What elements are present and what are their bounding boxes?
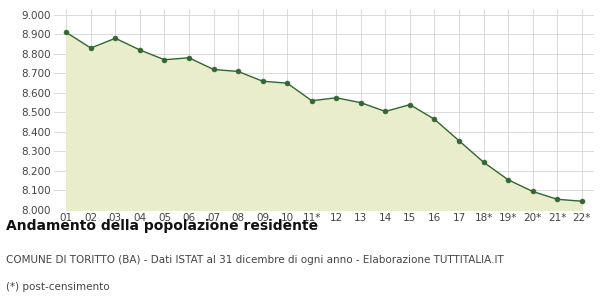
Point [233, 69, 243, 74]
Point [430, 117, 439, 122]
Point [577, 199, 587, 204]
Point [86, 46, 95, 50]
Point [258, 79, 268, 84]
Point [405, 102, 415, 107]
Point [184, 56, 194, 60]
Point [454, 138, 464, 143]
Point [503, 177, 513, 182]
Text: (*) post-censimento: (*) post-censimento [6, 282, 110, 292]
Point [380, 109, 390, 114]
Point [135, 48, 145, 52]
Point [61, 30, 71, 35]
Point [553, 197, 562, 202]
Point [110, 36, 120, 41]
Text: COMUNE DI TORITTO (BA) - Dati ISTAT al 31 dicembre di ogni anno - Elaborazione T: COMUNE DI TORITTO (BA) - Dati ISTAT al 3… [6, 255, 504, 265]
Point [209, 67, 218, 72]
Point [331, 95, 341, 100]
Point [479, 160, 488, 165]
Text: Andamento della popolazione residente: Andamento della popolazione residente [6, 219, 318, 233]
Point [160, 57, 169, 62]
Point [528, 189, 538, 194]
Point [283, 81, 292, 85]
Point [356, 100, 365, 105]
Point [307, 98, 317, 103]
